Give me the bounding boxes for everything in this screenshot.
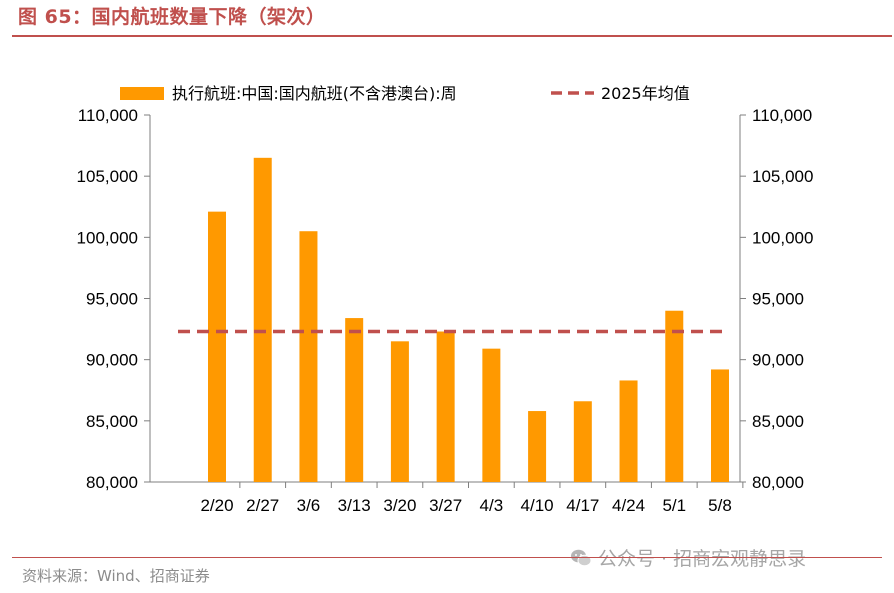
x-tick-label: 5/8 <box>708 496 732 515</box>
bar <box>482 348 501 482</box>
x-tick-label: 2/27 <box>246 496 279 515</box>
bar <box>390 341 409 482</box>
y-tick-label-right: 90,000 <box>752 351 804 370</box>
y-tick-label-left: 100,000 <box>77 228 138 247</box>
y-tick-label-left: 105,000 <box>77 167 138 186</box>
bar <box>436 331 455 482</box>
chart-axes: 80,000 80,000 85,000 85,000 90,000 90,000 95,0… <box>77 106 814 515</box>
bar <box>299 231 318 482</box>
title-divider <box>12 35 892 37</box>
x-tick-label: 3/20 <box>383 496 416 515</box>
bar <box>711 369 729 482</box>
bar <box>573 401 592 482</box>
bar <box>528 411 547 482</box>
y-tick-label-left: 85,000 <box>86 412 138 431</box>
x-tick-label: 4/3 <box>480 496 504 515</box>
footer-divider <box>12 557 882 558</box>
bar <box>253 157 272 483</box>
y-tick-label-left: 110,000 <box>78 106 138 125</box>
x-tick-label: 3/27 <box>429 496 462 515</box>
bar <box>345 318 364 482</box>
bar <box>208 211 226 483</box>
x-tick-label: 4/10 <box>521 496 554 515</box>
y-tick-label-right: 95,000 <box>752 290 804 309</box>
y-tick-label-right: 85,000 <box>752 412 804 431</box>
bar <box>665 310 684 482</box>
legend-bar-label: 执行航班:中国:国内航班(不含港澳台):周 <box>172 84 457 103</box>
x-tick-label: 2/20 <box>200 496 233 515</box>
y-tick-label-left: 95,000 <box>86 290 138 309</box>
x-tick-label: 3/13 <box>338 496 371 515</box>
x-tick-label: 4/17 <box>566 496 599 515</box>
figure-title: 图 65：国内航班数量下降（架次） <box>18 6 326 28</box>
source-note: 资料来源：Wind、招商证券 <box>22 567 210 585</box>
y-tick-label-left: 90,000 <box>86 351 138 370</box>
y-tick-label-right: 80,000 <box>752 473 804 492</box>
x-tick-label: 4/24 <box>612 496 645 515</box>
x-tick-label: 3/6 <box>297 496 321 515</box>
legend-avg-line-label: 2025年均值 <box>601 84 690 103</box>
bar-series <box>208 157 729 483</box>
y-tick-label-left: 80,000 <box>86 473 138 492</box>
legend-bar-swatch <box>120 87 164 100</box>
bar <box>619 380 638 482</box>
x-tick-label: 5/1 <box>662 496 686 515</box>
y-tick-label-right: 100,000 <box>752 228 813 247</box>
chart-legend: 执行航班:中国:国内航班(不含港澳台):周 2025年均值 <box>120 84 690 103</box>
y-tick-label-right: 105,000 <box>752 167 813 186</box>
y-tick-label-right: 110,000 <box>752 106 812 125</box>
watermark-text: 公众号 · 招商宏观静思录 <box>598 548 807 570</box>
